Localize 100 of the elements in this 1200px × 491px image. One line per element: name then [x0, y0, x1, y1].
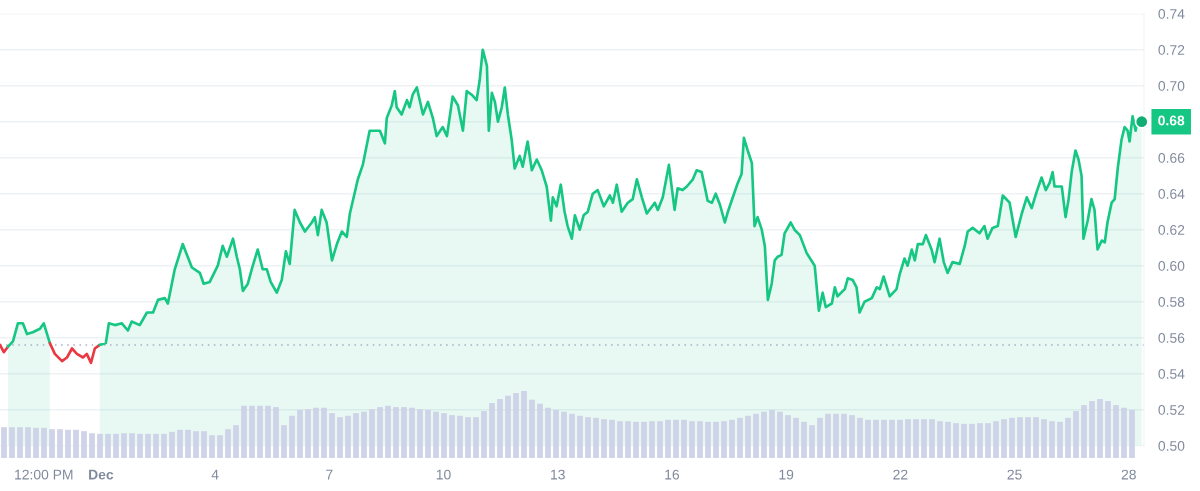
bar: [1, 427, 7, 458]
bar: [273, 407, 279, 458]
bar: [769, 409, 775, 458]
bar: [417, 409, 423, 458]
bar: [401, 407, 407, 458]
bar: [209, 435, 215, 458]
bar: [425, 409, 431, 458]
x-tick-label: 13: [551, 469, 565, 480]
bar: [161, 433, 167, 458]
bar: [945, 421, 951, 458]
bar: [345, 415, 351, 458]
bar: [849, 415, 855, 458]
bar: [1009, 417, 1015, 458]
y-tick-label: 0.50: [1158, 441, 1185, 451]
bar: [577, 415, 583, 458]
bar: [865, 419, 871, 458]
y-tick-label: 0.70: [1158, 81, 1185, 91]
bar: [185, 429, 191, 458]
bar: [1057, 421, 1063, 458]
bar: [361, 411, 367, 458]
bar: [265, 405, 271, 458]
bar: [553, 409, 559, 458]
bar: [385, 405, 391, 458]
bar: [297, 409, 303, 458]
bar: [601, 419, 607, 458]
bar: [689, 421, 695, 458]
bar: [97, 433, 103, 458]
bar: [497, 399, 503, 458]
y-tick-label: 0.58: [1158, 297, 1185, 307]
bar: [913, 419, 919, 458]
bar: [993, 421, 999, 458]
bar: [665, 419, 671, 458]
bar: [145, 433, 151, 458]
bar: [977, 423, 983, 458]
bar: [529, 399, 535, 458]
bar: [169, 431, 175, 458]
bar: [753, 413, 759, 458]
bar: [793, 417, 799, 458]
x-tick-label: 19: [779, 469, 794, 480]
bar: [9, 427, 15, 458]
bar: [969, 423, 975, 458]
bar: [465, 417, 471, 458]
bar: [121, 433, 127, 458]
bar: [649, 421, 655, 458]
bar: [505, 395, 511, 458]
bar: [73, 429, 79, 458]
y-tick-label: 0.56: [1158, 333, 1185, 343]
bar: [177, 429, 183, 458]
y-tick-label: 0.52: [1158, 405, 1185, 415]
bar: [873, 419, 879, 458]
bar: [233, 425, 239, 458]
y-tick-label: 0.74: [1158, 9, 1185, 19]
bar: [673, 419, 679, 458]
y-tick-label: 0.60: [1158, 261, 1185, 271]
bar: [49, 429, 55, 458]
y-tick-label: 0.66: [1158, 153, 1185, 163]
bar: [521, 391, 527, 458]
bar: [81, 431, 87, 458]
bar: [921, 419, 927, 458]
bar: [537, 403, 543, 458]
bar: [409, 407, 415, 458]
bar: [1097, 399, 1103, 458]
bar: [641, 421, 647, 458]
bar: [313, 407, 319, 458]
bar: [193, 431, 199, 458]
bar: [609, 419, 615, 458]
bar: [441, 413, 447, 458]
bar: [985, 423, 991, 458]
bar: [225, 429, 231, 458]
bar: [481, 411, 487, 458]
bar: [513, 393, 519, 458]
x-tick-label: 4: [211, 469, 219, 480]
bar: [1049, 421, 1055, 458]
bar: [761, 411, 767, 458]
bar: [881, 419, 887, 458]
bar: [1041, 419, 1047, 458]
bar: [705, 421, 711, 458]
bar: [953, 423, 959, 458]
bar: [1025, 417, 1031, 458]
bar: [825, 413, 831, 458]
bar: [713, 421, 719, 458]
bar: [809, 425, 815, 458]
bar: [305, 409, 311, 458]
bar: [1129, 409, 1135, 458]
bar: [857, 417, 863, 458]
bar: [569, 413, 575, 458]
bar: [737, 417, 743, 458]
bar: [489, 403, 495, 458]
bar: [105, 433, 111, 458]
bar: [457, 415, 463, 458]
bar: [1113, 405, 1119, 458]
x-tick-label: 28: [1121, 469, 1136, 480]
annotation: 0.68: [1158, 115, 1185, 126]
bar: [721, 421, 727, 458]
bar: [1121, 407, 1127, 458]
bar: [249, 405, 255, 458]
y-tick-label: 0.64: [1158, 189, 1185, 199]
bar: [1081, 405, 1087, 458]
bar: [897, 419, 903, 458]
bar: [201, 431, 207, 458]
